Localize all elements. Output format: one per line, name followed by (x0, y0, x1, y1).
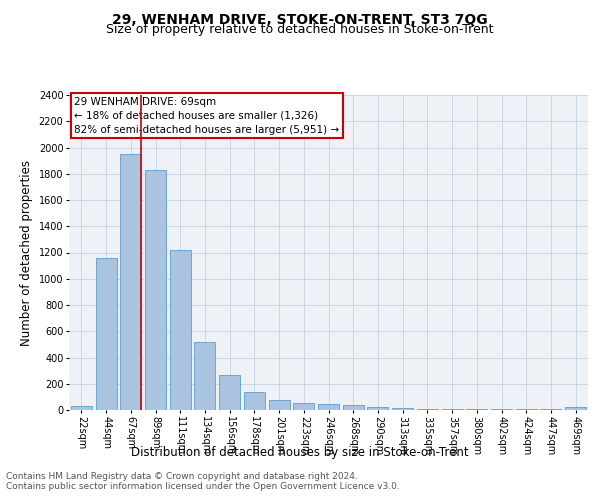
Text: Contains public sector information licensed under the Open Government Licence v3: Contains public sector information licen… (6, 482, 400, 491)
Bar (219, 375, 240, 410)
Bar (170, 250, 191, 410)
Bar (269, 400, 290, 410)
Text: 29 WENHAM DRIVE: 69sqm
← 18% of detached houses are smaller (1,326)
82% of semi-: 29 WENHAM DRIVE: 69sqm ← 18% of detached… (74, 96, 340, 134)
Text: Contains HM Land Registry data © Crown copyright and database right 2024.: Contains HM Land Registry data © Crown c… (6, 472, 358, 481)
Bar (145, 170, 166, 410)
Bar (367, 407, 388, 410)
Bar (392, 408, 413, 410)
Bar (293, 404, 314, 410)
Bar (244, 392, 265, 410)
Bar (71, 406, 92, 410)
Bar (565, 408, 586, 410)
Bar (194, 342, 215, 410)
Bar (442, 409, 463, 410)
Text: 29, WENHAM DRIVE, STOKE-ON-TRENT, ST3 7QG: 29, WENHAM DRIVE, STOKE-ON-TRENT, ST3 7Q… (112, 12, 488, 26)
Bar (318, 404, 339, 410)
Bar (343, 405, 364, 410)
Bar (466, 409, 487, 410)
Bar (417, 408, 438, 410)
Bar (120, 154, 141, 410)
Text: Distribution of detached houses by size in Stoke-on-Trent: Distribution of detached houses by size … (131, 446, 469, 459)
Bar (95, 258, 116, 410)
Y-axis label: Number of detached properties: Number of detached properties (20, 160, 33, 346)
Text: Size of property relative to detached houses in Stoke-on-Trent: Size of property relative to detached ho… (106, 22, 494, 36)
